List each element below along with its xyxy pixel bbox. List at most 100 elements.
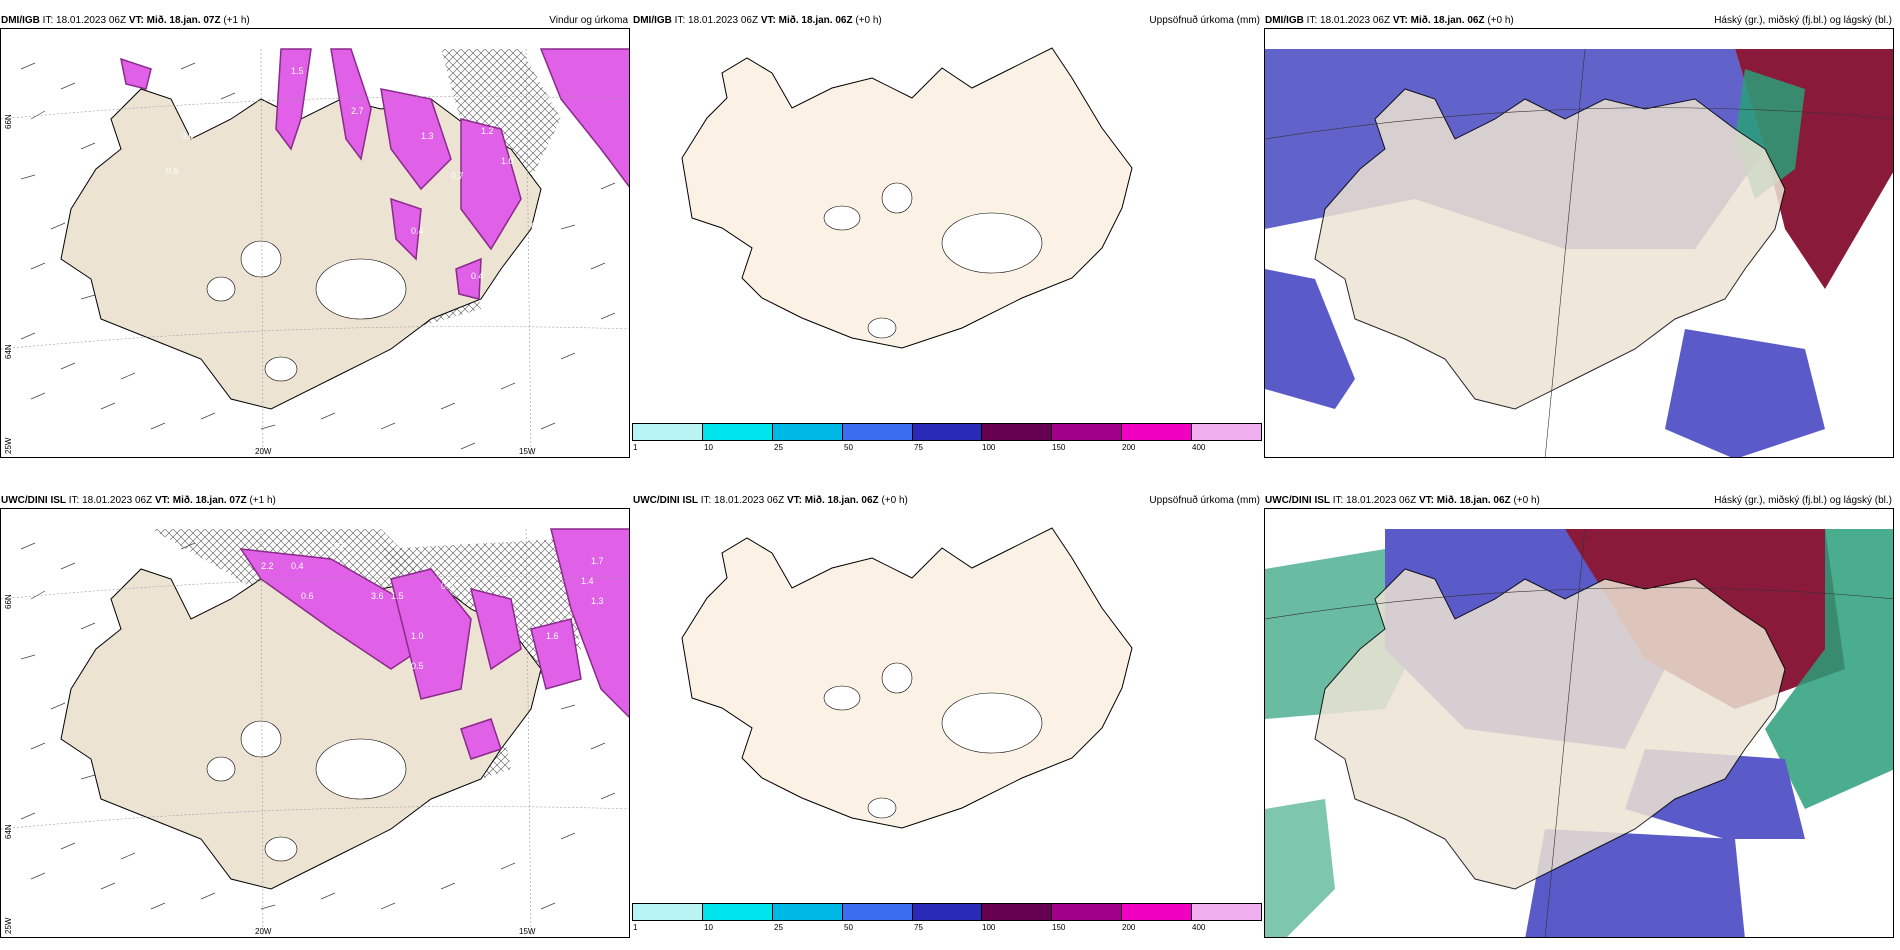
field-title: Háský (gr.), miðský (fj.bl.) og lágský (… <box>1714 495 1892 506</box>
colorbar-tick: 400 <box>1192 923 1206 932</box>
value-label: 1.0 <box>411 631 424 641</box>
map-frame: 1.5 2.7 1.3 1.2 0.6 0.7 1.0 2.3 0.4 0.6 … <box>0 28 630 458</box>
field-title: Uppsöfnuð úrkoma (mm) <box>1149 495 1260 506</box>
value-label: 2.2 <box>261 561 274 571</box>
model-name: UWC/DINI ISL <box>633 495 698 506</box>
colorbar-tick: 100 <box>982 443 996 452</box>
colorbar-tick: 200 <box>1122 923 1136 932</box>
precip-bands <box>120 48 629 300</box>
init-time: IT: 18.01.2023 06Z <box>700 495 785 506</box>
colorbar-tick: 200 <box>1122 443 1136 452</box>
colorbar-segment <box>1122 424 1193 440</box>
value-label: 0.6 <box>166 166 179 176</box>
map-frame <box>1264 508 1894 938</box>
iceland-land <box>1314 568 1786 890</box>
model-name: UWC/DINI ISL <box>1265 495 1330 506</box>
colorbar-ticks: 1 10 25 50 75 100 150 200 400 <box>632 443 1262 453</box>
glaciers <box>823 182 1043 339</box>
value-label: 0.7 <box>451 171 464 181</box>
value-label: 1.3 <box>591 596 604 606</box>
value-label: 2.3 <box>546 173 559 183</box>
colorbar-segment <box>1052 904 1123 920</box>
map-frame <box>1264 28 1894 458</box>
precip-value-labels: 0.3 0.4 0.6 2.2 3.6 1.5 0.8 1.0 0.5 1.6 … <box>261 541 604 671</box>
colorbar-segment <box>1122 904 1193 920</box>
panel-header: UWC/DINI ISL IT: 18.01.2023 06Z VT: Mið.… <box>1264 494 1895 508</box>
valid-time: VT: Mið. 18.jan. 07Z <box>154 495 247 506</box>
colorbar-tick: 1 <box>633 443 638 452</box>
value-label: 0.6 <box>181 131 194 141</box>
panel-dini-accum-precip: UWC/DINI ISL IT: 18.01.2023 06Z VT: Mið.… <box>632 494 1263 941</box>
colorbar-segment <box>1192 424 1262 440</box>
value-label: 1.5 <box>291 66 304 76</box>
accum-precip-map <box>681 47 1133 349</box>
colorbar-segment <box>912 904 983 920</box>
valid-time: VT: Mið. 18.jan. 07Z <box>128 15 221 26</box>
graticule <box>1265 48 1893 457</box>
value-label: 0.4 <box>291 561 304 571</box>
value-label: 1.5 <box>391 591 404 601</box>
colorbar-tick: 150 <box>1052 923 1066 932</box>
colorbar-segment <box>842 424 913 440</box>
lat-label: 66N <box>4 114 13 129</box>
colorbar-tick: 75 <box>914 923 923 932</box>
iceland-land <box>1314 88 1786 410</box>
colorbar-tick: 50 <box>844 443 853 452</box>
glaciers <box>206 720 407 862</box>
colorbar-tick: 150 <box>1052 443 1066 452</box>
value-label: 0.4 <box>471 271 484 281</box>
colorbar-tick: 10 <box>704 443 713 452</box>
colorbar-tick: 10 <box>704 923 713 932</box>
panel-dmi-wind-precip: DMI/IGB IT: 18.01.2023 06Z VT: Mið. 18.j… <box>0 14 631 461</box>
wind-precip-map: 1.5 2.7 1.3 1.2 0.6 0.7 1.0 2.3 0.4 0.6 … <box>1 48 629 457</box>
graticule <box>1 48 629 457</box>
init-time: IT: 18.01.2023 06Z <box>68 495 153 506</box>
colorbar-segment <box>633 904 703 920</box>
valid-time: VT: Mið. 18.jan. 06Z <box>1418 495 1511 506</box>
valid-time: VT: Mið. 18.jan. 06Z <box>760 15 853 26</box>
lead-time: (+0 h) <box>881 495 908 506</box>
lon-label: 25W <box>4 437 13 454</box>
graticule <box>1 528 629 937</box>
lat-label: 64N <box>4 344 13 359</box>
field-title: Háský (gr.), miðský (fj.bl.) og lágský (… <box>1714 15 1892 26</box>
panel-dmi-clouds: DMI/IGB IT: 18.01.2023 06Z VT: Mið. 18.j… <box>1264 14 1895 461</box>
precip-value-labels: 1.5 2.7 1.3 1.2 0.6 0.7 1.0 2.3 0.4 0.6 … <box>166 66 559 281</box>
model-name: DMI/IGB <box>633 15 672 26</box>
colorbar-tick: 1 <box>633 923 638 932</box>
colorbar <box>632 423 1262 441</box>
value-label: 1.6 <box>546 631 559 641</box>
lon-label: 15W <box>519 447 536 456</box>
panel-header: DMI/IGB IT: 18.01.2023 06Z VT: Mið. 18.j… <box>632 14 1263 28</box>
map-frame <box>632 508 1262 938</box>
lead-time: (+1 h) <box>249 495 276 506</box>
lead-time: (+0 h) <box>1487 15 1514 26</box>
clouds-map <box>1265 509 1893 937</box>
lon-label: 20W <box>255 927 272 936</box>
value-label: 0.4 <box>411 226 424 236</box>
accum-precip-map <box>681 527 1133 829</box>
panel-dini-clouds: UWC/DINI ISL IT: 18.01.2023 06Z VT: Mið.… <box>1264 494 1895 941</box>
colorbar-segment <box>702 904 773 920</box>
colorbar-segment <box>1192 904 1262 920</box>
lon-label: 25W <box>4 917 13 934</box>
low-cloud-area <box>1665 329 1825 457</box>
lead-time: (+0 h) <box>1513 495 1540 506</box>
lat-label: 64N <box>4 824 13 839</box>
wind-barbs <box>20 62 616 450</box>
value-label: 0.6 <box>301 591 314 601</box>
init-time: IT: 18.01.2023 06Z <box>42 15 127 26</box>
value-label: 0.3 <box>531 221 544 231</box>
panel-header: DMI/IGB IT: 18.01.2023 06Z VT: Mið. 18.j… <box>0 14 631 28</box>
panel-dini-wind-precip: UWC/DINI ISL IT: 18.01.2023 06Z VT: Mið.… <box>0 494 631 941</box>
clouds-map <box>1265 29 1893 457</box>
value-label: 1.3 <box>421 131 434 141</box>
lon-label: 20W <box>255 447 272 456</box>
value-label: 0.8 <box>441 581 454 591</box>
init-time: IT: 18.01.2023 06Z <box>1306 15 1391 26</box>
colorbar-segment <box>1052 424 1123 440</box>
lat-label: 66N <box>4 594 13 609</box>
colorbar-segment <box>702 424 773 440</box>
lead-time: (+0 h) <box>855 15 882 26</box>
colorbar-tick: 50 <box>844 923 853 932</box>
